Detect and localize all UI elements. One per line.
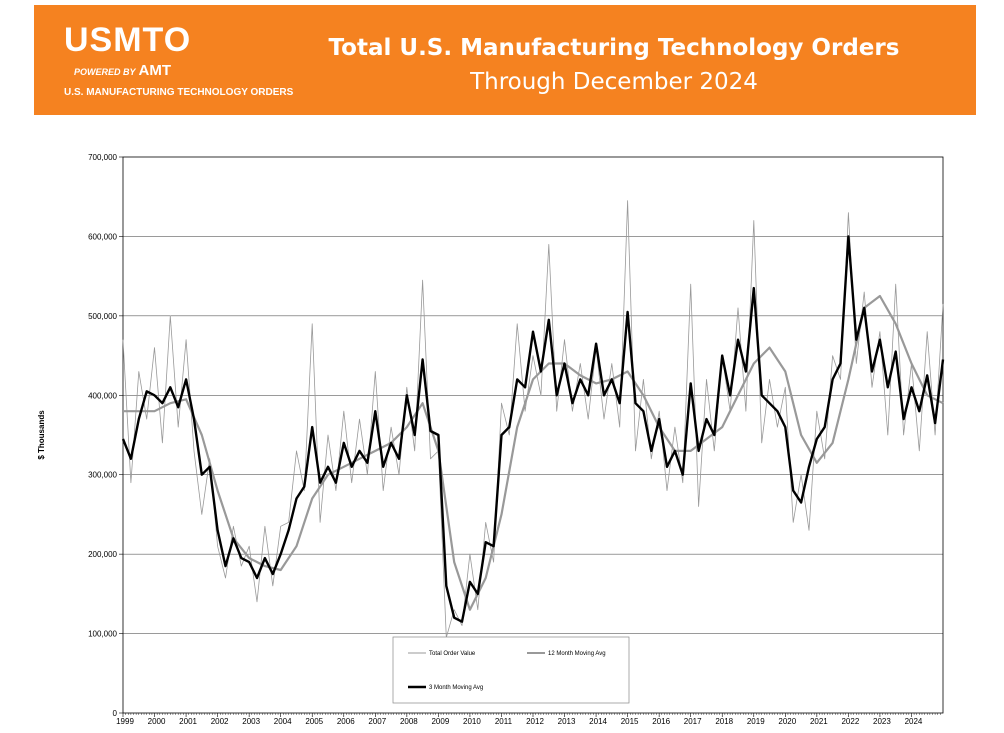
x-tick-label: 1999 <box>116 717 134 726</box>
chart-legend: Total Order Value 12 Month Moving Avg 3 … <box>392 636 630 704</box>
y-tick-label: 500,000 <box>88 312 117 321</box>
x-tick-label: 2003 <box>242 717 260 726</box>
x-tick-label: 2023 <box>873 717 891 726</box>
x-tick-label: 2006 <box>337 717 355 726</box>
x-tick-label: 2000 <box>148 717 166 726</box>
legend-box <box>392 636 630 704</box>
page-subtitle: Through December 2024 <box>470 69 758 95</box>
y-axis-ticks: 0 100,000 200,000 300,000 400,000 500,000 600,… <box>88 153 123 718</box>
y-tick-label: 600,000 <box>88 232 117 241</box>
amt-brand: AMT <box>138 62 172 79</box>
x-tick-label: 2021 <box>810 717 828 726</box>
x-tick-label: 2013 <box>558 717 576 726</box>
powered-by-text: POWERED BY <box>74 67 136 77</box>
series-line-total-order-value <box>122 200 944 638</box>
x-tick-label: 2019 <box>747 717 765 726</box>
chart-grid <box>123 236 943 634</box>
chart-series <box>121 200 945 638</box>
page-title: Total U.S. Manufacturing Technology Orde… <box>328 35 900 61</box>
x-tick-label: 2024 <box>905 717 923 726</box>
powered-by-label: POWERED BY AMT <box>74 62 171 79</box>
logo-tagline: U.S. MANUFACTURING TECHNOLOGY ORDERS <box>64 87 294 98</box>
x-tick-label: 2017 <box>684 717 702 726</box>
y-axis-label: $ Thousands <box>37 410 46 460</box>
x-tick-label: 2002 <box>211 717 229 726</box>
x-tick-label: 2004 <box>274 717 292 726</box>
x-tick-label: 2015 <box>621 717 639 726</box>
series-line-12-month-moving-avg <box>123 294 944 611</box>
x-tick-label: 2010 <box>463 717 481 726</box>
x-tick-label: 2016 <box>652 717 670 726</box>
legend-label-total: Total Order Value <box>429 651 476 657</box>
series-line-3-month-moving-avg <box>121 235 945 623</box>
y-tick-label: 100,000 <box>88 630 117 639</box>
x-tick-label: 2007 <box>368 717 386 726</box>
y-tick-label: 200,000 <box>88 550 117 559</box>
x-tick-label: 2011 <box>495 717 513 726</box>
x-tick-label: 2005 <box>305 717 323 726</box>
legend-label-12mo: 12 Month Moving Avg <box>548 651 606 657</box>
y-tick-label: 0 <box>113 709 118 718</box>
x-tick-label: 2001 <box>179 717 197 726</box>
x-tick-label: 2014 <box>589 717 607 726</box>
x-tick-label: 2020 <box>778 717 796 726</box>
x-tick-label: 2018 <box>715 717 733 726</box>
usmto-logo: USMTO <box>64 21 192 59</box>
x-tick-label: 2009 <box>431 717 449 726</box>
x-tick-label: 2012 <box>526 717 544 726</box>
y-tick-label: 300,000 <box>88 471 117 480</box>
header-banner: USMTO POWERED BY AMT U.S. MANUFACTURING T… <box>34 5 976 115</box>
legend-label-3mo: 3 Month Moving Avg <box>429 685 483 691</box>
x-axis-ticks: 1999 2000 2001 2002 2003 2004 2005 2006 2007 2008… <box>116 713 941 726</box>
x-tick-label: 2008 <box>400 717 418 726</box>
y-tick-label: 700,000 <box>88 153 117 162</box>
x-tick-label: 2022 <box>841 717 859 726</box>
y-tick-label: 400,000 <box>88 391 117 400</box>
